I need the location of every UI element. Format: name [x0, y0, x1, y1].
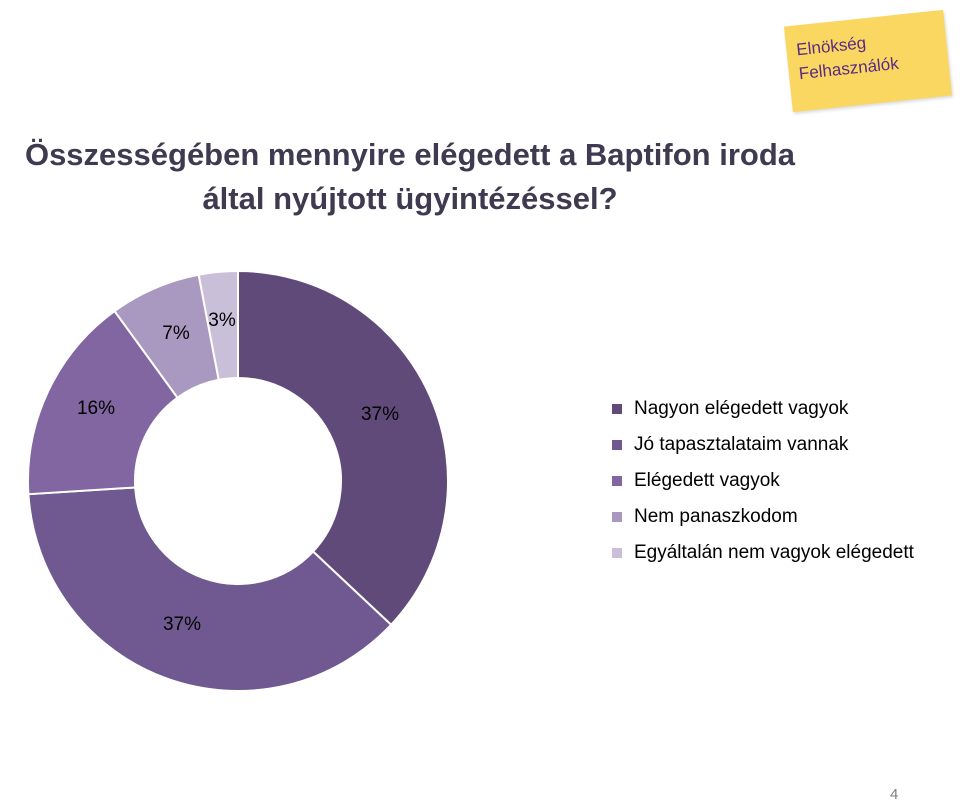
chart-legend: Nagyon elégedett vagyok Jó tapasztalataim… [612, 397, 914, 577]
legend-item: Nem panaszkodom [612, 505, 914, 541]
legend-item: Egyáltalán nem vagyok elégedett [612, 541, 914, 577]
data-label-0: 37% [361, 404, 399, 425]
legend-label: Nem panaszkodom [634, 506, 798, 527]
legend-item: Elégedett vagyok [612, 469, 914, 505]
legend-swatch [612, 440, 622, 450]
donut-slice-0 [237, 269, 449, 627]
data-label-1: 37% [163, 614, 201, 635]
legend-swatch [612, 476, 622, 486]
page-number: 4 [890, 786, 899, 803]
slide-title: Összességében mennyire elégedett a Bapti… [0, 133, 820, 221]
donut-slice-4 [197, 269, 239, 381]
legend-item: Jó tapasztalataim vannak [612, 433, 914, 469]
legend-label: Egyáltalán nem vagyok elégedett [634, 542, 914, 563]
data-label-4: 3% [208, 310, 236, 331]
legend-swatch [612, 512, 622, 522]
title-line-2: által nyújtott ügyintézéssel? [202, 181, 618, 216]
legend-label: Jó tapasztalataim vannak [634, 434, 849, 455]
legend-label: Elégedett vagyok [634, 470, 780, 491]
data-label-3: 7% [162, 323, 190, 344]
legend-swatch [612, 404, 622, 414]
legend-swatch [612, 548, 622, 558]
legend-item: Nagyon elégedett vagyok [612, 397, 914, 433]
legend-label: Nagyon elégedett vagyok [634, 398, 849, 419]
title-line-1: Összességében mennyire elégedett a Bapti… [24, 137, 796, 172]
donut-slice-2 [27, 309, 179, 496]
data-label-2: 16% [77, 398, 115, 419]
donut-slice-1 [27, 486, 393, 692]
